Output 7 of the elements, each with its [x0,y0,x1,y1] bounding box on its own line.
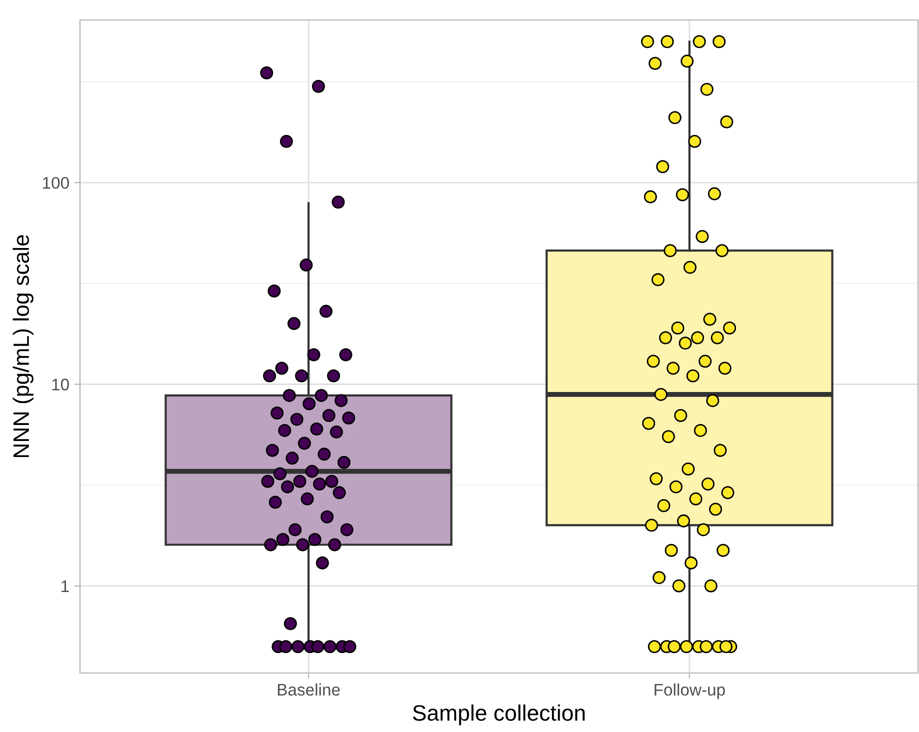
x-tick-label: Follow-up [654,683,725,699]
x-axis-title: Sample collection [412,704,585,726]
y-tick-label: 10 [52,378,69,390]
y-axis-title: NNN (pg/mL) log scale [12,235,34,458]
x-tick-label: Baseline [278,683,340,696]
y-tick-label: 100 [43,176,69,189]
y-tick-label: 1 [62,580,69,592]
